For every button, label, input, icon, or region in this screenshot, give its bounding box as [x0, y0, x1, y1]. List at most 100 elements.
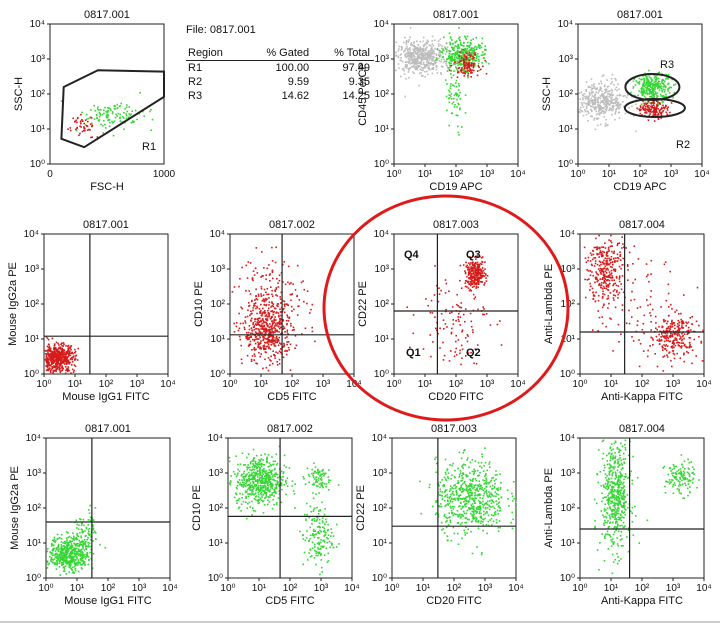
green-event-point	[63, 542, 66, 544]
red-event-point	[266, 298, 268, 300]
red-event-point	[303, 288, 306, 291]
red-event-point	[455, 319, 457, 322]
red-event-point	[620, 333, 622, 335]
red-event-point	[659, 112, 662, 115]
red-event-point	[621, 275, 624, 277]
x-axis-label: CD19 APC	[613, 181, 666, 193]
green-event-point	[667, 88, 669, 90]
green-event-point	[467, 57, 470, 59]
green-event-point	[90, 122, 93, 124]
red-event-point	[689, 344, 691, 346]
red-event-point	[589, 282, 591, 285]
red-event-point	[464, 67, 466, 70]
green-event-point	[657, 102, 660, 105]
red-event-point	[47, 360, 50, 362]
green-event-point	[79, 562, 81, 564]
green-event-point	[456, 57, 459, 60]
red-event-point	[49, 355, 52, 357]
red-event-point	[278, 358, 281, 361]
red-event-point	[45, 355, 48, 357]
green-event-point	[60, 552, 63, 555]
red-event-point	[276, 339, 278, 341]
green-event-point	[55, 548, 58, 550]
green-event-point	[650, 78, 653, 81]
red-event-point	[457, 71, 460, 73]
gray-event-point	[605, 105, 608, 108]
red-event-point	[53, 343, 56, 345]
red-event-point	[69, 346, 72, 348]
green-event-point	[88, 509, 90, 511]
gray-event-point	[599, 108, 602, 110]
red-event-point	[650, 259, 653, 262]
red-event-point	[596, 252, 598, 255]
red-event-point	[458, 66, 461, 69]
red-event-point	[51, 361, 53, 364]
gray-event-point	[410, 42, 413, 44]
red-event-point	[60, 354, 62, 356]
red-event-point	[641, 328, 644, 331]
red-event-point	[261, 300, 264, 302]
red-event-point	[468, 283, 470, 285]
red-event-point	[276, 322, 279, 324]
red-event-point	[465, 62, 468, 64]
green-event-point	[656, 92, 659, 94]
red-event-point	[231, 291, 234, 293]
gray-event-point	[614, 118, 616, 121]
gray-event-point	[594, 101, 596, 104]
gray-event-point	[581, 110, 584, 113]
red-event-point	[479, 273, 482, 275]
green-event-point	[662, 96, 665, 99]
red-event-point	[673, 353, 676, 356]
red-event-point	[268, 297, 270, 299]
red-event-point	[604, 262, 606, 265]
red-event-point	[588, 278, 590, 280]
red-event-point	[58, 365, 61, 367]
red-event-point	[58, 350, 61, 353]
green-event-point	[77, 564, 79, 566]
red-event-point	[656, 114, 659, 116]
green-event-point	[484, 48, 486, 51]
red-event-point	[58, 368, 60, 371]
red-event-point	[290, 305, 293, 308]
green-event-point	[111, 112, 114, 115]
gray-event-point	[594, 93, 597, 96]
red-event-point	[665, 299, 668, 302]
red-event-point	[274, 354, 276, 357]
red-event-point	[47, 355, 50, 357]
green-event-point	[449, 59, 452, 61]
red-event-point	[268, 312, 271, 315]
y-tick-label: 10²	[25, 299, 40, 310]
red-event-point	[263, 325, 265, 328]
green-event-point	[655, 77, 658, 79]
gray-event-point	[420, 58, 423, 60]
green-event-point	[645, 76, 648, 79]
gray-event-point	[413, 72, 415, 75]
red-event-point	[661, 333, 663, 335]
red-event-point	[69, 361, 71, 364]
red-event-point	[650, 329, 652, 331]
red-event-point	[65, 369, 67, 372]
red-event-point	[616, 244, 619, 247]
green-event-point	[467, 58, 469, 60]
red-event-point	[471, 69, 473, 71]
red-event-point	[474, 256, 476, 258]
red-event-point	[647, 119, 650, 121]
red-event-point	[465, 64, 467, 66]
gray-event-point	[405, 56, 408, 59]
gray-event-point	[590, 91, 593, 93]
green-event-point	[466, 35, 469, 38]
red-event-point	[276, 329, 278, 332]
red-event-point	[83, 122, 85, 125]
green-event-point	[55, 560, 58, 562]
red-event-point	[618, 275, 621, 277]
green-event-point	[450, 70, 453, 72]
red-event-point	[271, 339, 274, 342]
red-event-point	[462, 58, 465, 60]
gray-event-point	[618, 88, 620, 90]
green-event-point	[60, 556, 62, 559]
gray-event-point	[579, 108, 581, 111]
red-event-point	[304, 327, 307, 330]
red-event-point	[601, 282, 603, 284]
red-event-point	[470, 258, 472, 260]
